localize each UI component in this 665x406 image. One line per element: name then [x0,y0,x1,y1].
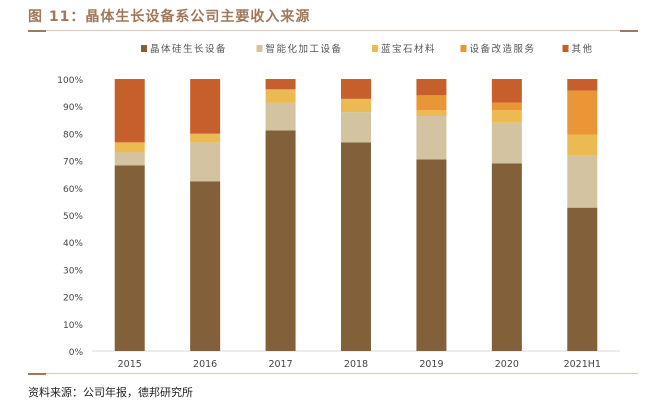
bar-segment [190,79,221,134]
figure-title: 图 11：晶体生长设备系公司主要收入来源 [28,9,311,25]
x-tick-label: 2021H1 [564,359,601,370]
bar-segment [416,159,447,351]
bar-segment [190,133,221,143]
bar-segment [341,112,371,143]
legend-label: 晶体硅生长设备 [150,43,227,55]
x-tick-label: 2020 [495,359,519,370]
y-tick-label: 40% [63,239,83,249]
bar-segment [265,130,296,351]
bar-segment [341,98,371,113]
y-tick-label: 30% [63,266,83,276]
legend-label: 蓝宝石材料 [381,43,436,55]
bar-segment [265,79,296,90]
bar-segment [567,207,598,351]
x-tick-label: 2019 [419,359,443,370]
y-tick-label: 70% [63,158,83,168]
legend-label: 智能化加工设备 [266,43,343,55]
legend-swatch [141,45,147,52]
x-tick-label: 2016 [193,359,217,370]
bar-segment [491,110,522,123]
bar-segment [567,90,598,135]
source-note: 资料来源：公司年报，德邦研究所 [28,386,193,399]
legend-label: 其他 [572,43,594,55]
bar-segment [265,89,296,103]
bar-segment [491,79,522,103]
legend-label: 设备改造服务 [470,43,536,55]
bar-segment [491,163,522,351]
x-tick-label: 2018 [344,359,368,370]
x-tick-label: 2015 [118,359,142,370]
bar-segment [190,181,221,351]
bar-segment [416,95,447,111]
title-divider [28,29,638,32]
bar-segment [416,110,447,116]
y-tick-label: 90% [63,103,83,113]
legend-swatch [562,45,569,52]
y-tick-label: 10% [63,321,83,331]
y-tick-label: 100% [57,76,83,86]
bar-segment [491,122,522,164]
y-tick-label: 50% [63,212,83,222]
legend-swatch [256,45,263,52]
bar-segment [265,102,296,131]
legend-swatch [372,45,378,52]
bar-segment [491,102,522,111]
bar-segment [114,79,145,143]
legend-swatch [460,45,467,52]
bar-segment [114,142,145,153]
y-tick-label: 80% [63,130,83,140]
footer-divider [28,372,638,375]
y-tick-label: 60% [63,185,83,195]
bar-segment [567,79,598,91]
bar-segment [567,155,598,208]
bar-segment [341,79,371,99]
bar-segment [114,152,145,166]
bar-segment [114,165,145,351]
bar-segment [190,142,221,182]
x-tick-label: 2017 [268,359,292,370]
bar-segment [567,134,598,156]
y-tick-label: 0% [69,348,84,358]
bar-segment [416,115,447,160]
bar-segment [341,142,371,351]
bar-segment [416,79,447,96]
y-tick-label: 20% [63,294,83,304]
